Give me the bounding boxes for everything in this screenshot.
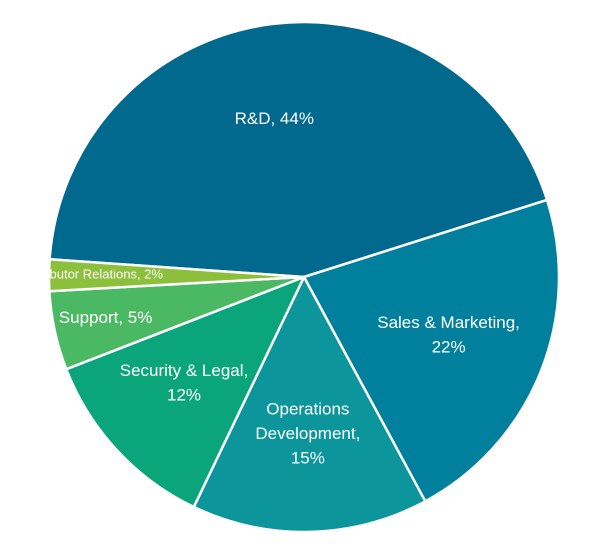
- pie-label-sales-marketing: Sales & Marketing, 22%: [377, 313, 520, 357]
- pie-label-line: Security & Legal,: [120, 362, 249, 381]
- pie-label-operations-development: Operations Development, 15%: [255, 400, 360, 468]
- pie-label-support: Support, 5%: [59, 309, 153, 328]
- pie-label-line: Support, 5%: [59, 309, 153, 328]
- pie-label-line: Contributor Relations, 2%: [15, 267, 164, 282]
- pie-label-line: 15%: [291, 449, 325, 468]
- pie-slice-security-legal: [65, 275, 306, 509]
- pie-slices: [47, 20, 561, 534]
- pie-slice-sales-marketing: [302, 198, 561, 503]
- pie-label-line: 12%: [167, 386, 201, 405]
- pie-label-line: Operations: [266, 400, 349, 419]
- pie-label-line: 22%: [432, 338, 466, 357]
- pie-label-r-d: R&D, 44%: [235, 109, 314, 128]
- pie-label-line: Sales & Marketing,: [377, 313, 520, 332]
- pie-label-line: Development,: [255, 425, 360, 444]
- pie-slice-r-d: [48, 20, 549, 279]
- pie-slice-contributor-relations: [47, 257, 306, 293]
- pie-slice-operations-development: [192, 275, 427, 534]
- pie-label-security-legal: Security & Legal, 12%: [120, 362, 249, 406]
- pie-label-line: R&D, 44%: [235, 109, 314, 128]
- pie-labels: R&D, 44% Sales & Marketing, 22% Operations D…: [15, 109, 520, 468]
- pie-label-contributor-relations: Contributor Relations, 2%: [15, 267, 164, 282]
